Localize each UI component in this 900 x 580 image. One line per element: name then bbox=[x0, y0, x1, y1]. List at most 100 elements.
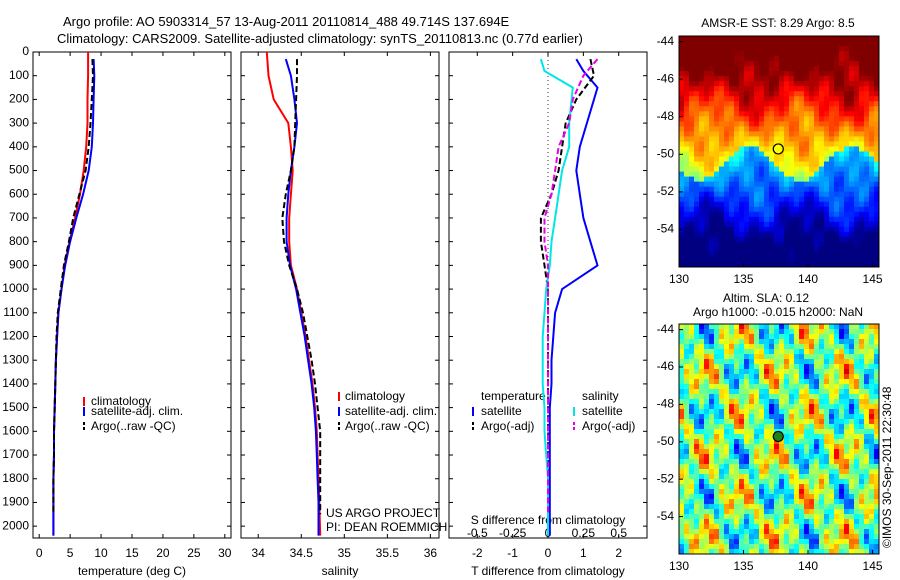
heatmap-cell bbox=[754, 474, 760, 480]
heatmap-cell bbox=[854, 196, 860, 203]
heatmap-cell bbox=[729, 86, 735, 92]
heatmap-cell bbox=[829, 191, 835, 198]
heatmap-cell bbox=[724, 479, 730, 485]
heatmap-cell bbox=[869, 226, 875, 233]
heatmap-cell bbox=[844, 166, 850, 172]
heatmap-cell bbox=[824, 151, 830, 157]
heatmap-cell bbox=[814, 369, 820, 375]
heatmap-cell bbox=[819, 434, 825, 440]
heatmap-cell bbox=[844, 464, 850, 470]
heatmap-cell bbox=[764, 434, 770, 440]
heatmap-cell bbox=[844, 51, 850, 57]
heatmap-cell bbox=[739, 479, 745, 485]
heatmap-cell bbox=[679, 539, 685, 545]
heatmap-cell bbox=[699, 384, 705, 390]
heatmap-cell bbox=[874, 121, 880, 127]
heatmap-cell bbox=[809, 86, 815, 92]
heatmap-cell bbox=[764, 201, 770, 208]
heatmap-cell bbox=[864, 101, 870, 107]
heatmap-cell bbox=[784, 364, 790, 370]
heatmap-cell bbox=[859, 404, 865, 410]
heatmap-cell bbox=[764, 226, 770, 233]
heatmap-cell bbox=[699, 414, 705, 420]
heatmap-cell bbox=[744, 419, 750, 425]
heatmap-cell bbox=[714, 76, 720, 82]
heatmap-cell bbox=[764, 334, 770, 340]
heatmap-cell bbox=[704, 241, 710, 248]
heatmap-cell bbox=[719, 394, 725, 400]
heatmap-cell bbox=[849, 211, 855, 218]
heatmap-cell bbox=[744, 349, 750, 355]
heatmap-cell bbox=[809, 534, 815, 540]
heatmap-cell bbox=[734, 479, 740, 485]
heatmap-cell bbox=[839, 161, 845, 167]
y-tick-label: 1900 bbox=[2, 495, 29, 509]
heatmap-cell bbox=[874, 324, 880, 330]
heatmap-cell bbox=[719, 171, 725, 178]
heatmap-cell bbox=[719, 91, 725, 97]
heatmap-cell bbox=[804, 156, 810, 162]
heatmap-cell bbox=[874, 256, 880, 263]
heatmap-cell bbox=[684, 146, 690, 152]
heatmap-cell bbox=[819, 479, 825, 485]
heatmap-cell bbox=[829, 261, 835, 268]
heatmap-cell bbox=[759, 146, 765, 152]
heatmap-cell bbox=[834, 534, 840, 540]
heatmap-cell bbox=[684, 349, 690, 355]
heatmap-cell bbox=[874, 419, 880, 425]
heatmap-cell bbox=[864, 524, 870, 530]
heatmap-cell bbox=[694, 419, 700, 425]
heatmap-cell bbox=[874, 201, 880, 208]
heatmap-cell bbox=[789, 384, 795, 390]
heatmap-cell bbox=[874, 251, 880, 258]
heatmap-cell bbox=[814, 449, 820, 455]
heatmap-cell bbox=[809, 126, 815, 132]
heatmap-cell bbox=[799, 96, 805, 102]
heatmap-cell bbox=[794, 166, 800, 172]
heatmap-cell bbox=[784, 216, 790, 223]
heatmap-cell bbox=[799, 226, 805, 233]
heatmap-cell bbox=[694, 374, 700, 380]
heatmap-cell bbox=[789, 389, 795, 395]
heatmap-cell bbox=[824, 399, 830, 405]
heatmap-cell bbox=[739, 384, 745, 390]
heatmap-cell bbox=[859, 324, 865, 330]
imos-footer: ©IMOS 30-Sep-2011 22:30:48 bbox=[880, 386, 894, 548]
heatmap-cell bbox=[719, 369, 725, 375]
heatmap-cell bbox=[854, 429, 860, 435]
heatmap-cell bbox=[779, 166, 785, 172]
heatmap-cell bbox=[809, 106, 815, 112]
heatmap-cell bbox=[769, 464, 775, 470]
heatmap-cell bbox=[794, 509, 800, 515]
heatmap-cell bbox=[814, 111, 820, 117]
heatmap-cell bbox=[794, 524, 800, 530]
heatmap-cell bbox=[704, 116, 710, 122]
heatmap-cell bbox=[754, 106, 760, 112]
heatmap-cell bbox=[784, 106, 790, 112]
heatmap-cell bbox=[744, 166, 750, 172]
heatmap-cell bbox=[874, 534, 880, 540]
x-tick-label: 10 bbox=[94, 546, 108, 560]
heatmap-cell bbox=[839, 241, 845, 248]
heatmap-cell bbox=[859, 226, 865, 233]
heatmap-cell bbox=[869, 544, 875, 550]
heatmap-cell bbox=[739, 96, 745, 102]
heatmap-cell bbox=[689, 334, 695, 340]
heatmap-cell bbox=[859, 364, 865, 370]
heatmap-cell bbox=[854, 236, 860, 243]
heatmap-cell bbox=[789, 484, 795, 490]
heatmap-cell bbox=[759, 86, 765, 92]
legend-label-argo: Argo(..raw -QC) bbox=[91, 419, 176, 433]
heatmap-cell bbox=[764, 61, 770, 67]
heatmap-cell bbox=[809, 329, 815, 335]
heatmap-cell bbox=[839, 449, 845, 455]
heatmap-cell bbox=[834, 121, 840, 127]
heatmap-cell bbox=[799, 459, 805, 465]
heatmap-cell bbox=[704, 444, 710, 450]
heatmap-cell bbox=[834, 354, 840, 360]
heatmap-cell bbox=[784, 161, 790, 167]
heatmap-cell bbox=[819, 404, 825, 410]
sla-map-title-line2: Argo h1000: -0.015 h2000: NaN bbox=[693, 305, 863, 319]
heatmap-cell bbox=[694, 529, 700, 535]
heatmap-cell bbox=[739, 549, 745, 555]
